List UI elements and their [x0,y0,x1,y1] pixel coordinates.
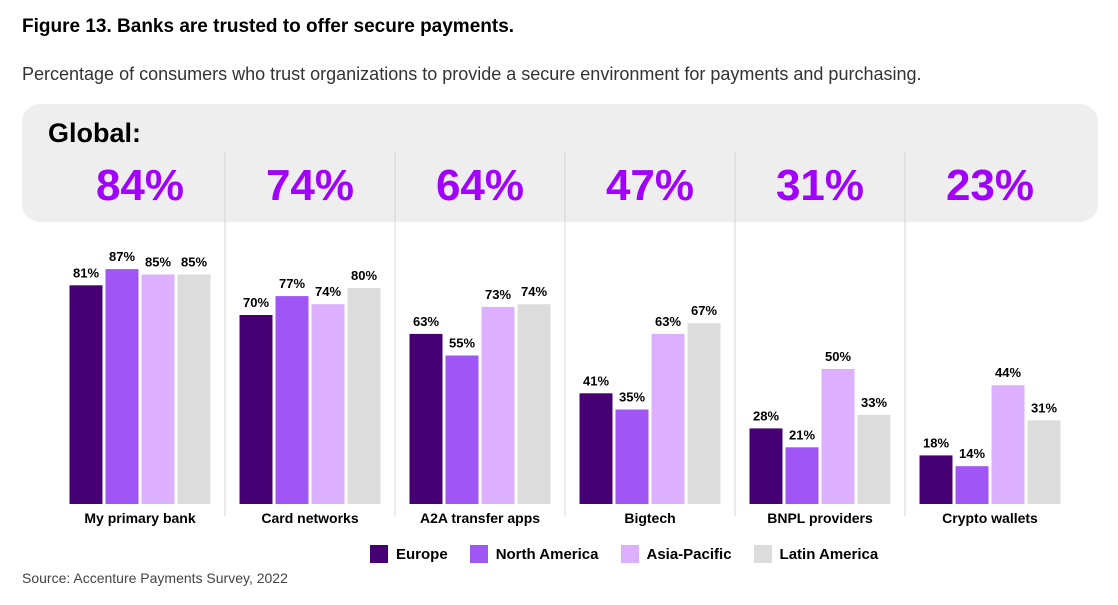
bar [409,333,443,504]
data-label: 41% [583,373,609,388]
category-label: My primary bank [84,510,195,526]
category-label: A2A transfer apps [420,510,540,526]
data-label: 81% [73,265,99,280]
bar [1027,420,1061,504]
legend-item-latin-america: Latin America [753,545,879,563]
data-label: 33% [861,395,887,410]
global-value: 31% [776,161,864,210]
data-label: 21% [789,427,815,442]
data-label: 87% [109,249,135,264]
data-label: 14% [959,446,985,461]
legend-swatch-north-america [469,545,488,563]
bar [69,285,103,504]
category-label: Bigtech [624,510,675,526]
bar [749,428,783,504]
global-label: Global: [48,118,141,148]
bar [991,385,1025,504]
bar [651,333,685,504]
bar [141,274,175,504]
bar [275,296,309,504]
data-label: 85% [181,255,207,270]
bar [615,409,649,504]
data-label: 85% [145,255,171,270]
legend-swatch-asia-pacific [620,545,639,563]
bar [177,274,211,504]
data-label: 44% [995,365,1021,380]
data-label: 63% [413,314,439,329]
legend-item-north-america: North America [469,545,599,563]
legend-label-latin-america: Latin America [779,545,879,563]
data-label: 18% [923,435,949,450]
data-label: 31% [1031,400,1057,415]
bar [105,269,139,504]
bar [445,355,479,504]
bar [239,315,273,504]
global-value: 23% [946,161,1034,210]
global-value: 64% [436,161,524,210]
category-label: Card networks [261,510,358,526]
global-value: 47% [606,161,694,210]
legend-item-asia-pacific: Asia-Pacific [620,545,732,563]
legend-item-europe: Europe [370,545,448,563]
source-note: Source: Accenture Payments Survey, 2022 [22,570,288,586]
bar [785,447,819,504]
bar [919,455,953,504]
figure-subtitle: Percentage of consumers who trust organi… [22,64,922,84]
data-label: 70% [243,295,269,310]
data-label: 55% [449,336,475,351]
data-label: 28% [753,408,779,423]
bar [347,288,381,504]
bar [579,393,613,504]
legend-label-north-america: North America [495,545,599,563]
data-label: 63% [655,314,681,329]
bar [955,466,989,504]
data-label: 50% [825,349,851,364]
data-label: 73% [485,287,511,302]
bar [821,369,855,504]
global-value: 84% [96,161,184,210]
figure-title: Figure 13. Banks are trusted to offer se… [22,16,515,37]
legend-swatch-latin-america [753,545,772,563]
bar [857,414,891,504]
bar [687,323,721,504]
global-panel [22,104,1098,222]
category-label: Crypto wallets [942,510,1038,526]
data-label: 74% [315,284,341,299]
legend-swatch-europe [370,545,388,563]
data-label: 35% [619,390,645,405]
bar [517,304,551,504]
data-label: 67% [691,303,717,318]
chart-legend: Europe North America Asia-Pacific Latin … [370,545,900,563]
data-label: 74% [521,284,547,299]
legend-label-asia-pacific: Asia-Pacific [646,545,732,563]
bar-chart: 84% 81% 87% 85% 85% My primary bank 74% 70% 77% 7… [69,152,1061,526]
category-label: BNPL providers [767,510,873,526]
global-value: 74% [266,161,354,210]
legend-label-europe: Europe [396,545,448,563]
data-label: 77% [279,276,305,291]
data-label: 80% [351,268,377,283]
bar [311,304,345,504]
bar [481,306,515,504]
